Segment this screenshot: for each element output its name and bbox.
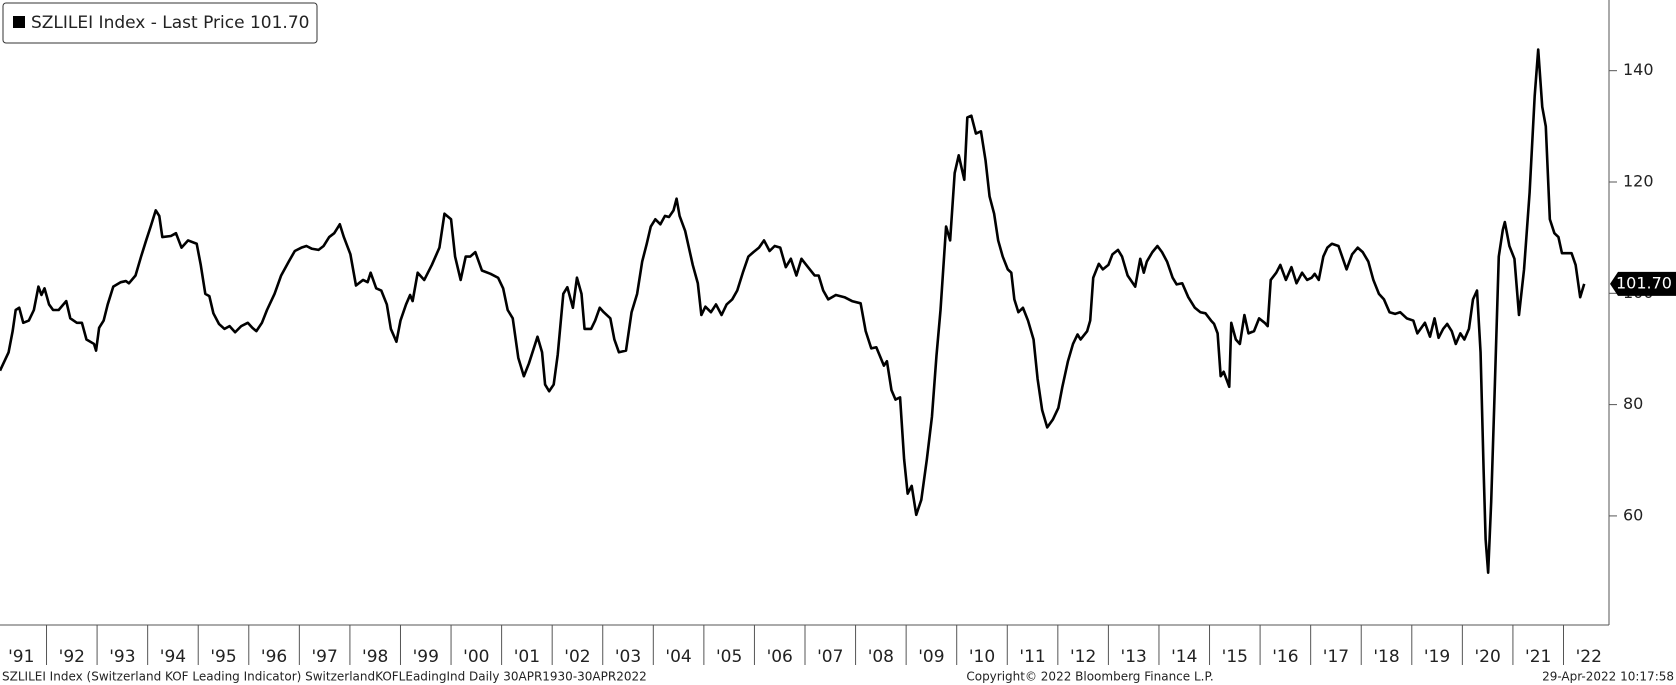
footer-center: Copyright© 2022 Bloomberg Finance L.P. xyxy=(966,670,1213,684)
x-tick-label: '18 xyxy=(1373,647,1399,667)
x-tick-label: '13 xyxy=(1121,647,1147,667)
last-price-label: 101.70 xyxy=(1616,273,1672,292)
x-tick-label: '92 xyxy=(59,647,85,667)
x-tick-label: '07 xyxy=(817,647,843,667)
x-tick-label: '17 xyxy=(1323,647,1349,667)
x-tick-label: '16 xyxy=(1272,647,1298,667)
x-tick-label: '96 xyxy=(261,647,287,667)
footer-right: 29-Apr-2022 10:17:58 xyxy=(1542,670,1674,684)
x-tick-label: '01 xyxy=(514,647,540,667)
x-tick-label: '22 xyxy=(1576,647,1602,667)
x-tick-label: '06 xyxy=(767,647,793,667)
x-tick-label: '00 xyxy=(463,647,489,667)
x-tick-label: '94 xyxy=(160,647,186,667)
legend-swatch xyxy=(13,16,25,28)
x-tick-label: '93 xyxy=(109,647,135,667)
footer-left: SZLILEI Index (Switzerland KOF Leading I… xyxy=(2,670,647,684)
x-tick-label: '04 xyxy=(665,647,691,667)
x-tick-label: '02 xyxy=(564,647,590,667)
y-tick-label: 80 xyxy=(1623,394,1643,413)
last-price-tag xyxy=(1610,271,1676,296)
x-tick-label: '03 xyxy=(615,647,641,667)
x-tick-label: '91 xyxy=(8,647,34,667)
x-tick-label: '08 xyxy=(868,647,894,667)
legend-label: SZLILEI Index - Last Price 101.70 xyxy=(31,13,309,33)
x-tick-label: '21 xyxy=(1525,647,1551,667)
x-tick-label: '09 xyxy=(918,647,944,667)
y-tick-label: 60 xyxy=(1623,505,1643,524)
x-tick-label: '95 xyxy=(210,647,236,667)
x-tick-label: '12 xyxy=(1070,647,1096,667)
y-tick-label: 120 xyxy=(1623,171,1654,190)
x-tick-label: '14 xyxy=(1171,647,1197,667)
x-tick-label: '11 xyxy=(1019,647,1045,667)
y-tick-label: 140 xyxy=(1623,60,1654,79)
x-tick-label: '20 xyxy=(1474,647,1500,667)
x-tick-label: '98 xyxy=(362,647,388,667)
x-tick-label: '15 xyxy=(1222,647,1248,667)
price-line xyxy=(0,48,1586,574)
x-tick-label: '99 xyxy=(413,647,439,667)
x-tick-label: '97 xyxy=(311,647,337,667)
x-tick-label: '05 xyxy=(716,647,742,667)
x-tick-label: '19 xyxy=(1424,647,1450,667)
legend-box xyxy=(2,2,318,44)
x-tick-label: '10 xyxy=(969,647,995,667)
